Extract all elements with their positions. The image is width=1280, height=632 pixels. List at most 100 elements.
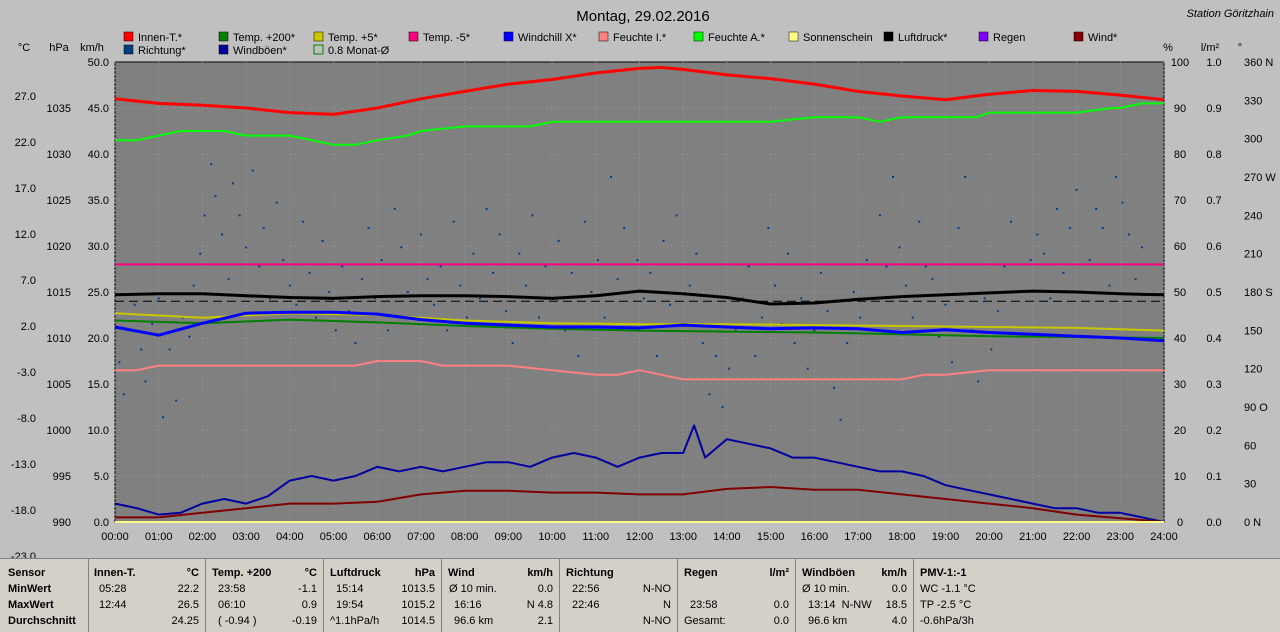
direction-point	[446, 329, 449, 332]
direction-point	[714, 354, 717, 357]
direction-point	[892, 176, 895, 178]
summary-pmv: PMV-1:-1 WC -1.1 °C TP -2.5 °C -0.6hPa/3…	[914, 559, 1279, 632]
direction-point	[199, 252, 202, 255]
direction-point	[708, 393, 711, 396]
direction-tick-label: 60	[1244, 440, 1256, 452]
temp200-header: Temp. +200	[212, 567, 272, 579]
unit-percent: %	[1163, 42, 1173, 54]
direction-point	[232, 182, 235, 185]
wind-tick-label: 35.0	[88, 195, 109, 207]
direction-point	[354, 342, 357, 345]
temp-tick-label: 17.0	[15, 183, 36, 195]
direction-point	[544, 265, 547, 268]
richtung-r2-time: 22:46	[572, 599, 600, 611]
direction-point	[192, 284, 195, 287]
direction-point	[944, 303, 947, 306]
direction-point	[472, 252, 475, 255]
legend-swatch	[883, 31, 894, 42]
wind-r1-label: Ø 10 min.	[449, 583, 497, 595]
legend-label: Temp. +200*	[233, 32, 296, 44]
direction-point	[262, 227, 265, 230]
wind-unit: km/h	[527, 567, 553, 579]
rain-tick-label: 0.8	[1206, 149, 1221, 161]
humidity-tick-label: 80	[1174, 149, 1186, 161]
x-tick-label: 07:00	[407, 531, 435, 543]
wind-r3-val: 2.1	[537, 615, 553, 627]
richtung-r1-time: 22:56	[572, 583, 600, 595]
direction-point	[852, 291, 855, 293]
direction-point	[675, 214, 678, 217]
x-tick-label: 15:00	[757, 531, 785, 543]
summary-wind: Wind km/h Ø 10 min. 0.0 16:16 N 4.8 96.6…	[442, 559, 560, 632]
temp-tick-label: 12.0	[15, 229, 36, 241]
direction-point	[734, 329, 737, 332]
direction-point	[419, 233, 422, 236]
temp-tick-label: 2.0	[21, 321, 36, 333]
series-wind	[115, 486, 1165, 523]
x-tick-label: 22:00	[1063, 531, 1091, 543]
legend-swatch	[218, 44, 229, 55]
temp-tick-label: 27.0	[15, 91, 36, 103]
direction-point	[819, 271, 822, 274]
wind-tick-label: 15.0	[88, 379, 109, 391]
direction-point	[347, 310, 350, 313]
legend-label: 0.8 Monat-Ø	[328, 45, 390, 57]
legend-label: Richtung*	[138, 45, 186, 57]
direction-point	[846, 342, 849, 345]
weather-chart: Montag, 29.02.2016 Station Göritzhain °C…	[11, 8, 1276, 558]
direction-point	[1128, 233, 1131, 236]
direction-point	[570, 271, 573, 274]
legend-label: Regen	[993, 32, 1025, 44]
direction-point	[439, 265, 442, 268]
legend-label: Wind*	[1088, 32, 1118, 44]
humidity-tick-label: 90	[1174, 103, 1186, 115]
direction-point	[1055, 207, 1058, 210]
direction-point	[977, 380, 980, 383]
direction-point	[655, 354, 658, 357]
boeen-r2-label: 13:14 N-NW	[808, 599, 872, 611]
series-feuchte-a	[115, 102, 1164, 146]
pressure-tick-label: 1020	[47, 241, 71, 253]
temp200-avg-time: ( -0.94 )	[218, 615, 257, 627]
direction-point	[1101, 227, 1104, 230]
pressure-tick-label: 1025	[47, 195, 71, 207]
direction-point	[603, 316, 606, 319]
luftdruck-unit: hPa	[414, 567, 435, 579]
legend-swatch	[503, 31, 514, 42]
direction-point	[524, 284, 527, 287]
x-tick-label: 23:00	[1107, 531, 1135, 543]
direction-point	[334, 329, 337, 332]
direction-point	[1062, 271, 1065, 274]
temp200-max-val: 0.9	[301, 599, 317, 611]
direction-point	[983, 297, 986, 300]
direction-point	[1108, 284, 1111, 287]
rain-tick-label: 0.7	[1206, 195, 1221, 207]
direction-point	[360, 278, 363, 281]
innen-avg-val: 24.25	[171, 615, 199, 627]
direction-point	[478, 297, 481, 300]
direction-tick-label: 180 S	[1244, 287, 1273, 299]
legend-swatch	[1073, 31, 1084, 42]
innen-unit: °C	[186, 567, 199, 579]
summary-luftdruck: Luftdruck hPa 15:14 1013.5 19:54 1015.2 …	[324, 559, 442, 632]
direction-tick-label: 0 N	[1244, 517, 1261, 529]
legend-swatch	[978, 31, 989, 42]
direction-point	[767, 227, 770, 230]
rain-tick-label: 1.0	[1206, 57, 1221, 69]
direction-point	[203, 214, 206, 217]
temp-tick-label: -13.0	[11, 459, 36, 471]
x-tick-label: 17:00	[844, 531, 872, 543]
x-tick-label: 19:00	[932, 531, 960, 543]
unit-degree: °	[1238, 42, 1242, 54]
innen-min-time: 05:28	[99, 583, 127, 595]
wind-tick-label: 25.0	[88, 287, 109, 299]
direction-tick-label: 150	[1244, 325, 1262, 337]
direction-point	[839, 418, 842, 421]
luftdruck-avg-val: 1014.5	[401, 615, 435, 627]
direction-point	[531, 214, 534, 217]
temp-tick-label: 7.0	[21, 275, 36, 287]
direction-point	[878, 214, 881, 217]
x-tick-label: 02:00	[189, 531, 217, 543]
temp-tick-label: -8.0	[17, 413, 36, 425]
direction-point	[1114, 176, 1117, 178]
